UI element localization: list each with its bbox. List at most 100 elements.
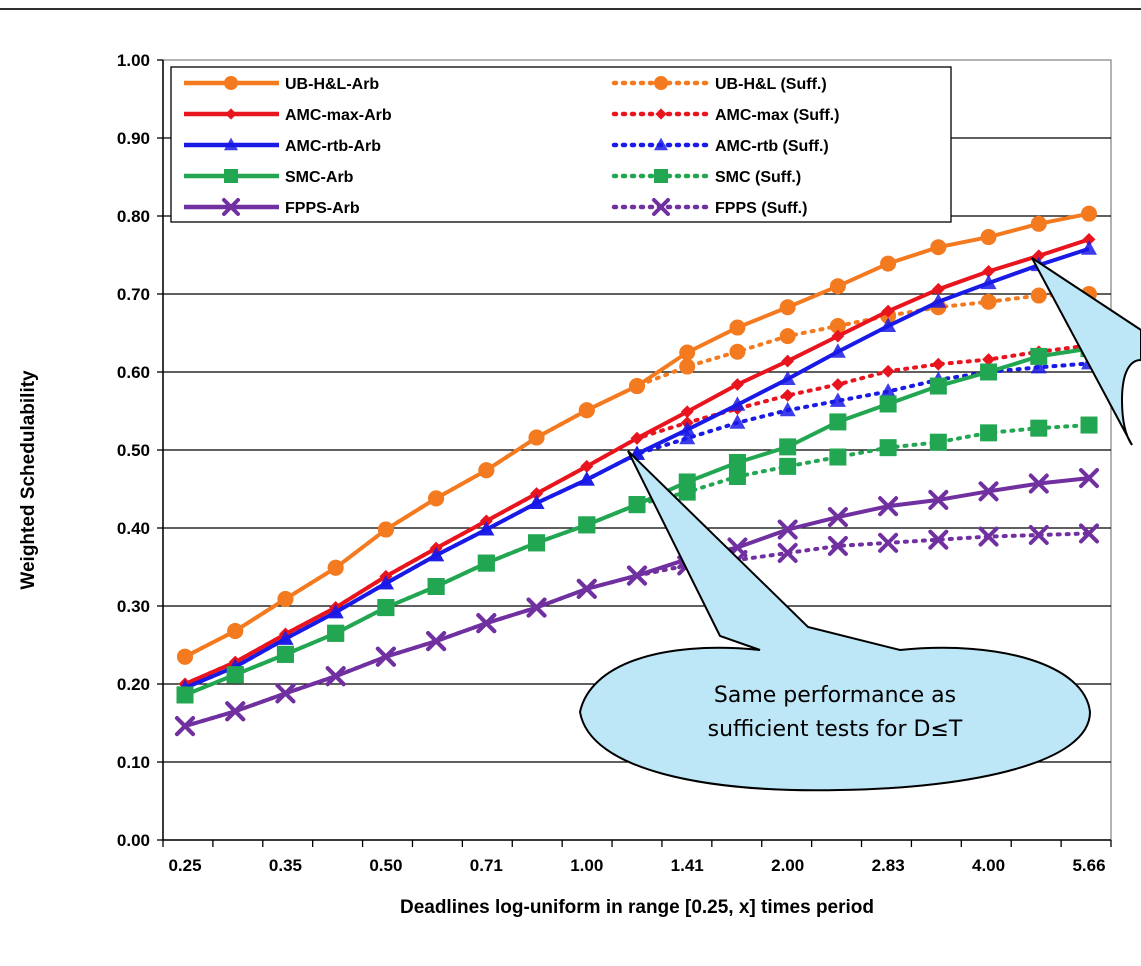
y-tick-label: 1.00 xyxy=(117,51,150,70)
data-point xyxy=(426,631,447,652)
data-point xyxy=(729,396,746,411)
data-point xyxy=(1030,358,1047,374)
data-point xyxy=(578,402,595,419)
data-point xyxy=(931,282,945,296)
data-point xyxy=(931,357,945,371)
data-point xyxy=(879,395,897,413)
data-point xyxy=(327,603,344,619)
data-point xyxy=(729,343,746,360)
data-point xyxy=(1032,249,1046,263)
data-point xyxy=(628,496,646,514)
legend-label: UB-H&L (Suff.) xyxy=(715,76,827,93)
data-point xyxy=(528,429,545,446)
data-point xyxy=(428,546,445,562)
x-tick-label: 0.50 xyxy=(369,856,402,875)
data-point xyxy=(978,481,999,502)
data-point xyxy=(731,378,744,391)
data-point xyxy=(327,624,345,642)
data-point xyxy=(829,392,846,407)
marker-stroke xyxy=(325,666,346,687)
data-point xyxy=(627,565,647,586)
legend-entry: AMC-max (Suff.) xyxy=(611,107,839,124)
marker-stroke xyxy=(175,716,195,737)
data-point xyxy=(827,535,848,556)
top-frame-line xyxy=(0,8,1141,10)
data-point xyxy=(781,389,795,402)
data-point xyxy=(980,274,997,290)
data-point xyxy=(478,521,495,536)
data-point xyxy=(377,521,394,538)
data-point xyxy=(226,666,244,684)
marker-stroke xyxy=(627,565,647,586)
data-point xyxy=(779,328,796,345)
legend-box xyxy=(170,66,952,223)
data-point xyxy=(880,255,897,272)
data-point xyxy=(530,487,543,501)
data-point xyxy=(1081,205,1097,222)
x-tick-label: 1.00 xyxy=(570,856,603,875)
data-point xyxy=(1079,468,1099,489)
data-point xyxy=(275,683,296,704)
legend-entry: SMC-Arb xyxy=(184,169,354,186)
data-point xyxy=(227,622,244,639)
legend-entry: SMC (Suff.) xyxy=(611,169,801,186)
y-axis-label: Weighted Schedulability xyxy=(18,370,39,590)
marker-stroke xyxy=(222,198,240,216)
data-point xyxy=(982,353,995,366)
data-point xyxy=(729,319,746,336)
data-point xyxy=(930,239,947,256)
series-layer xyxy=(175,205,1099,737)
data-point xyxy=(831,329,845,343)
axes: 0.00 0.10 0.20 0.30 0.40 0.50 0.60 0.70 0.80 0.90… xyxy=(117,51,1112,875)
marker-stroke xyxy=(878,496,899,517)
data-point xyxy=(680,405,694,419)
marker-stroke xyxy=(576,578,597,599)
marker-stroke xyxy=(1079,468,1099,489)
data-point xyxy=(980,229,997,246)
x-tick-label: 2.00 xyxy=(771,856,804,875)
data-point xyxy=(176,686,194,704)
data-point xyxy=(829,317,846,334)
y-tick-label: 0.20 xyxy=(117,675,150,694)
legend-swatch-marker xyxy=(654,76,668,90)
data-point xyxy=(375,646,396,667)
data-point xyxy=(980,363,998,381)
x-tick-label: 4.00 xyxy=(972,856,1005,875)
legend-swatch-marker xyxy=(224,137,238,151)
marker-stroke xyxy=(928,489,949,510)
data-point xyxy=(679,358,696,375)
data-point xyxy=(928,529,949,550)
y-tick-label: 0.30 xyxy=(117,597,150,616)
y-tick-label: 0.60 xyxy=(117,363,150,382)
marker-stroke xyxy=(275,683,296,704)
data-point xyxy=(929,433,947,451)
data-point xyxy=(878,532,899,553)
y-tick-label: 0.10 xyxy=(117,753,150,772)
legend-swatch-marker xyxy=(224,76,238,90)
data-point xyxy=(428,490,445,507)
series-fpps-arb xyxy=(175,468,1099,737)
legend-entry: UB-H&L-Arb xyxy=(184,76,379,93)
data-point xyxy=(928,489,949,510)
data-point xyxy=(779,401,796,417)
marker-stroke xyxy=(777,519,798,540)
data-point xyxy=(679,421,696,436)
callout-bubble xyxy=(578,450,1092,792)
data-point xyxy=(829,413,847,431)
data-point xyxy=(477,554,495,572)
data-point xyxy=(1080,416,1098,434)
marker-stroke xyxy=(426,631,447,652)
legend-label: FPPS-Arb xyxy=(285,200,360,217)
data-point xyxy=(980,293,997,310)
data-point xyxy=(777,542,798,563)
data-point xyxy=(1028,473,1049,494)
data-point xyxy=(528,534,546,552)
data-point xyxy=(978,526,999,547)
data-point xyxy=(327,559,344,576)
marker-stroke xyxy=(878,532,899,553)
y-tick-label: 0.50 xyxy=(117,441,150,460)
data-point xyxy=(1030,287,1047,304)
data-point xyxy=(578,516,596,534)
data-point xyxy=(276,645,294,663)
